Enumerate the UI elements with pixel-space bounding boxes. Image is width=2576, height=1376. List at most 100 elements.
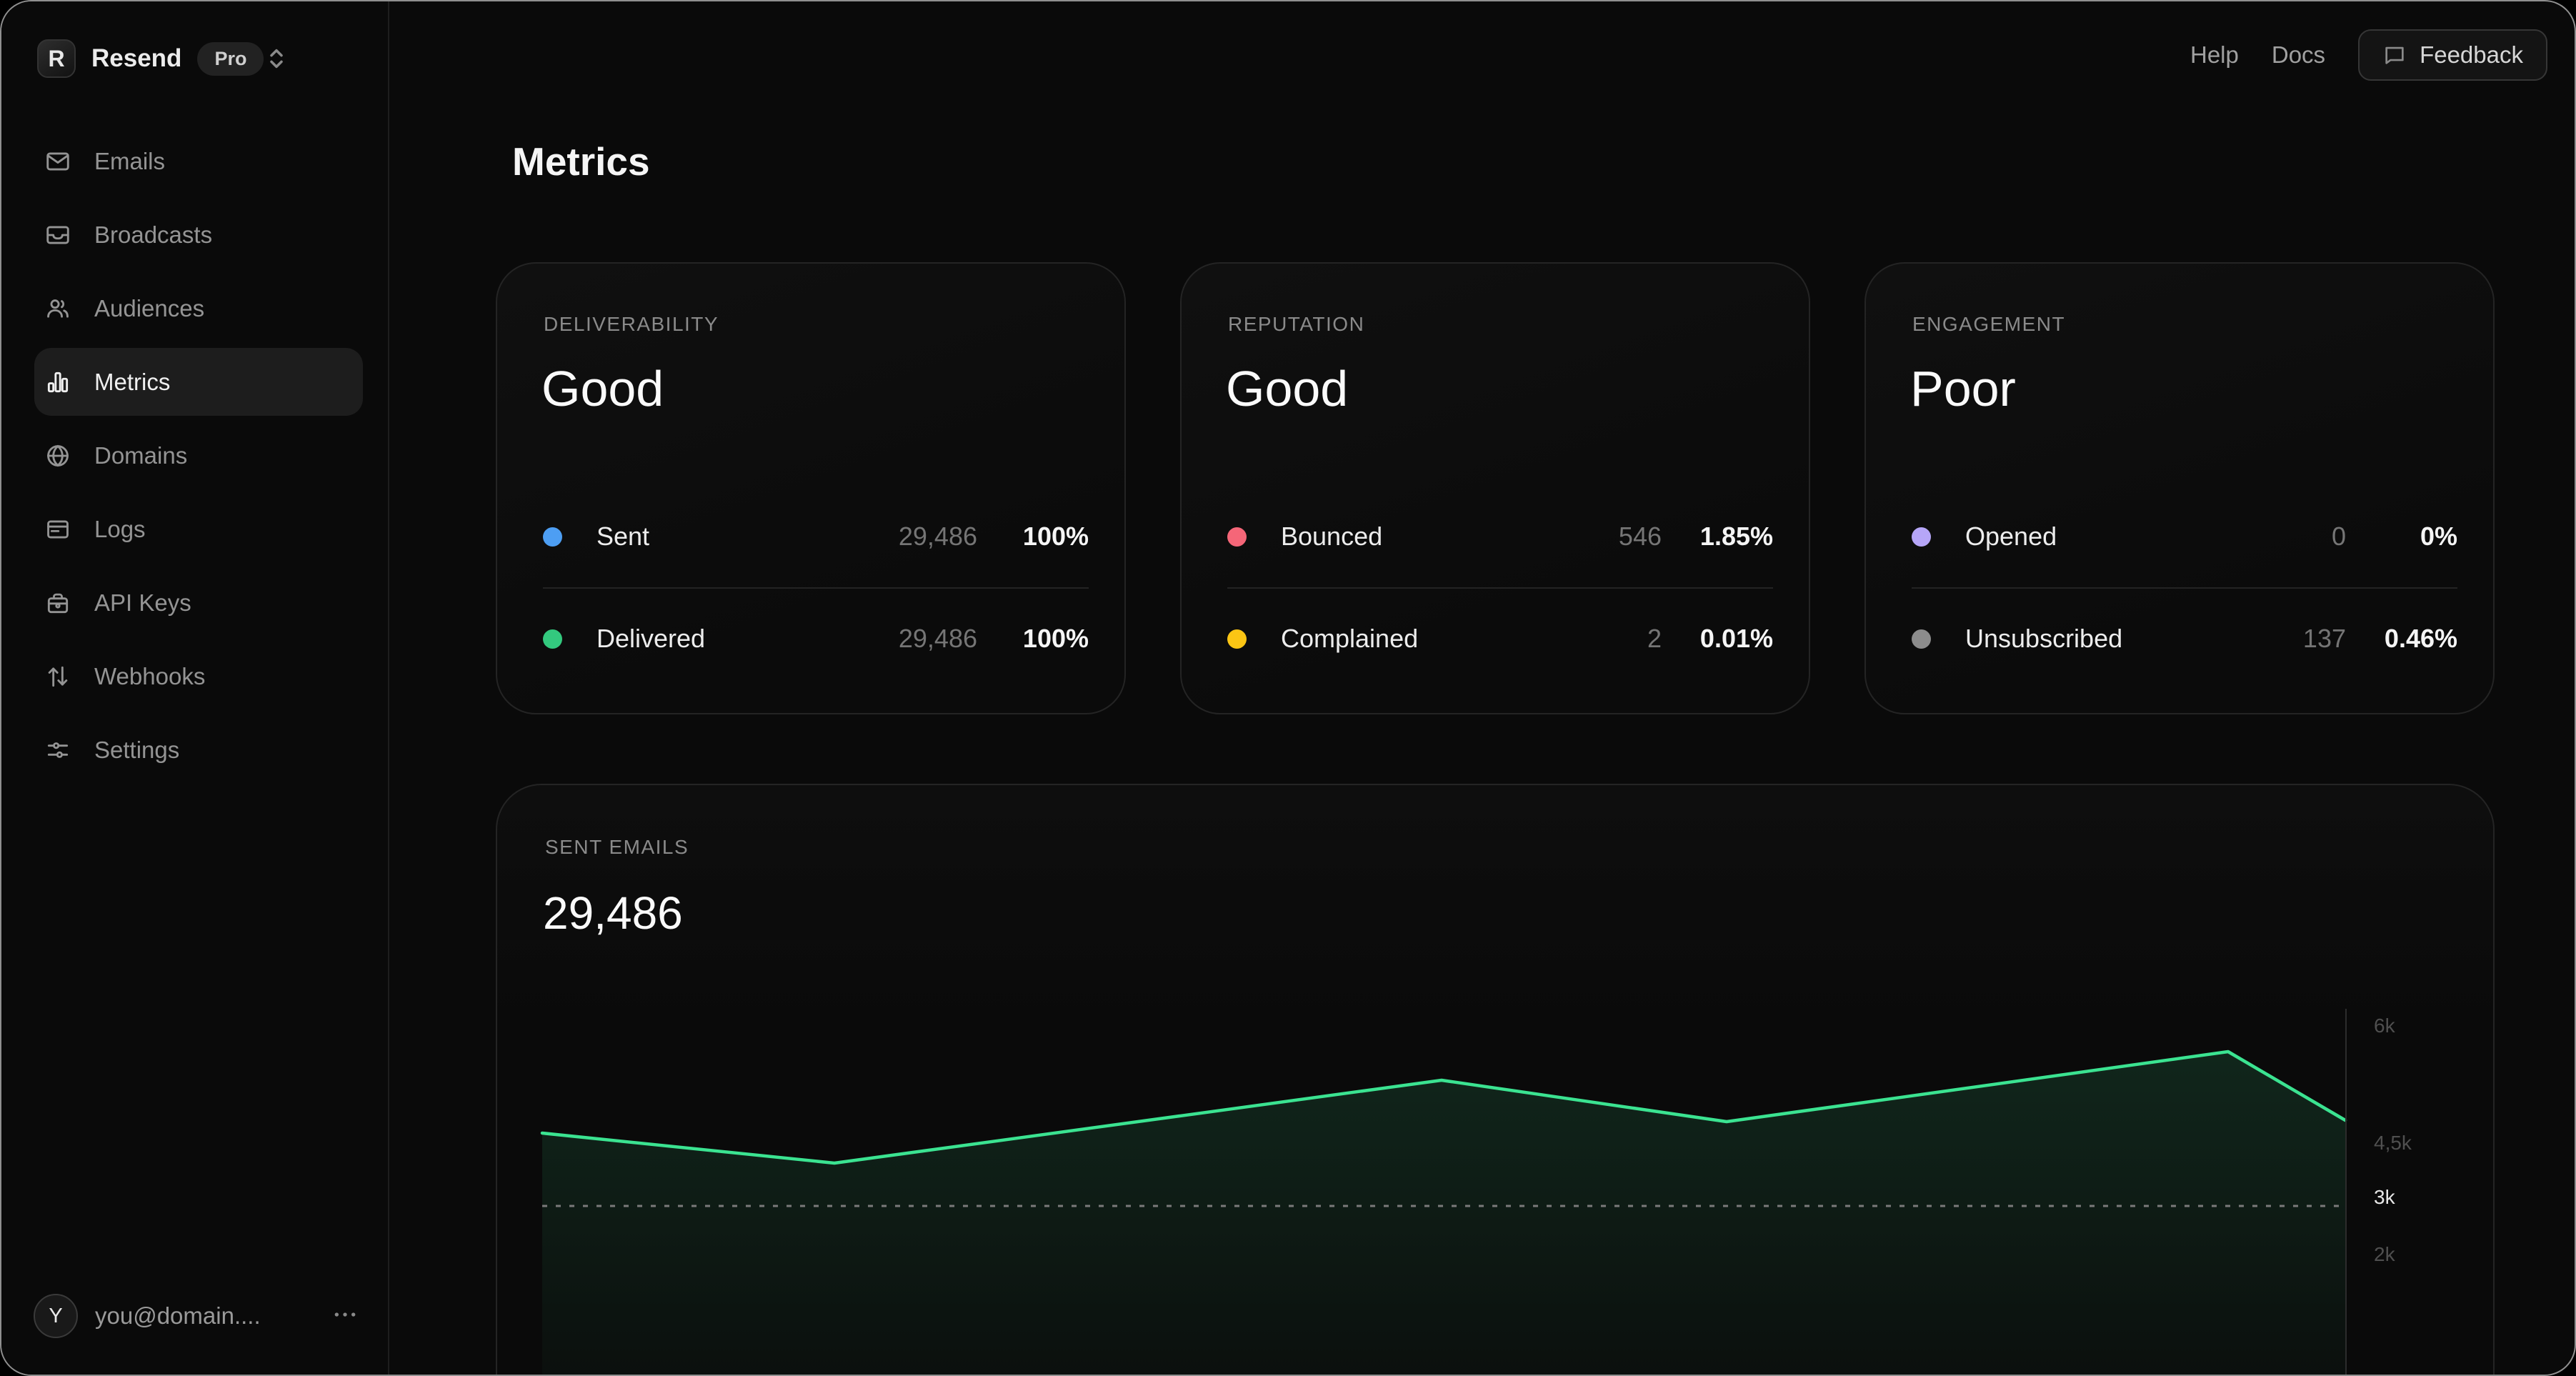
y-tick-label: 6k bbox=[2374, 1014, 2395, 1037]
user-email: you@domain.... bbox=[95, 1302, 261, 1329]
avatar: Y bbox=[34, 1294, 78, 1338]
card-status: Good bbox=[1226, 361, 1349, 417]
metric-percent: 100% bbox=[1022, 522, 1089, 551]
sidebar-item-domains[interactable]: Domains bbox=[34, 422, 363, 489]
people-icon bbox=[44, 295, 71, 322]
metric-row-complained: Complained 2 0.01% bbox=[1227, 617, 1773, 660]
sidebar-item-broadcasts[interactable]: Broadcasts bbox=[34, 201, 363, 269]
metric-percent: 0% bbox=[2420, 522, 2457, 551]
y-tick-label: 2k bbox=[2374, 1243, 2395, 1265]
metric-label: Unsubscribed bbox=[1965, 624, 2123, 653]
metric-label: Delivered bbox=[596, 624, 706, 653]
feedback-bubble-icon bbox=[2382, 43, 2407, 67]
metric-percent: 0.46% bbox=[2384, 624, 2457, 653]
sent-dot bbox=[543, 527, 562, 547]
sidebar-item-logs[interactable]: Logs bbox=[34, 495, 363, 563]
complained-dot bbox=[1227, 629, 1247, 649]
metric-row-sent: Sent 29,486 100% bbox=[543, 515, 1089, 558]
metric-value: 29,486 bbox=[898, 522, 977, 551]
ellipsis-icon[interactable] bbox=[331, 1300, 359, 1332]
chevron-updown-icon[interactable] bbox=[261, 44, 291, 77]
sidebar-item-webhooks[interactable]: Webhooks bbox=[34, 642, 363, 710]
key-lock-icon bbox=[44, 589, 71, 617]
user-menu[interactable]: Y you@domain.... bbox=[34, 1293, 359, 1339]
sidebar-item-label: Settings bbox=[94, 736, 180, 763]
metric-value: 0 bbox=[2331, 522, 2346, 551]
card-category: DELIVERABILITY bbox=[544, 313, 719, 335]
plan-badge: Pro bbox=[197, 41, 264, 76]
metric-value: 137 bbox=[2302, 624, 2346, 653]
engagement-card: ENGAGEMENT Poor Opened 0 0% Unsubscribed… bbox=[1864, 262, 2495, 714]
sidebar-item-audiences[interactable]: Audiences bbox=[34, 274, 363, 342]
main-content: Help Docs Feedback Metrics DELIVERABILIT… bbox=[391, 1, 2575, 1375]
metric-percent: 100% bbox=[1022, 624, 1089, 653]
metric-label: Bounced bbox=[1281, 522, 1383, 551]
sidebar-item-label: Audiences bbox=[94, 294, 205, 321]
envelope-icon bbox=[44, 148, 71, 175]
top-bar: Help Docs Feedback bbox=[2190, 29, 2547, 81]
card-category: ENGAGEMENT bbox=[1912, 313, 2066, 335]
feedback-button[interactable]: Feedback bbox=[2358, 29, 2547, 81]
workspace-switcher[interactable]: R Resend Pro bbox=[37, 39, 345, 79]
deliverability-card: DELIVERABILITY Good Sent 29,486 100% Del… bbox=[496, 262, 1126, 714]
sidebar-item-label: Broadcasts bbox=[94, 221, 213, 248]
sidebar-nav: Emails Broadcasts Audiences Metrics bbox=[1, 127, 388, 784]
y-tick-label: 3k bbox=[2374, 1186, 2395, 1208]
metric-row-delivered: Delivered 29,486 100% bbox=[543, 617, 1089, 660]
metric-row-bounced: Bounced 546 1.85% bbox=[1227, 515, 1773, 558]
reputation-card: REPUTATION Good Bounced 546 1.85% Compla… bbox=[1180, 262, 1810, 714]
bar-chart-icon bbox=[44, 369, 71, 396]
sent-emails-chart: 6k 4,5k 3k 2k bbox=[540, 1009, 2412, 1375]
sliders-icon bbox=[44, 737, 71, 764]
chart-total: 29,486 bbox=[543, 887, 683, 939]
metric-value: 29,486 bbox=[898, 624, 977, 653]
sidebar-item-label: Metrics bbox=[94, 368, 171, 395]
resend-logo: R bbox=[37, 39, 76, 78]
metric-percent: 0.01% bbox=[1699, 624, 1773, 653]
metric-value: 2 bbox=[1647, 624, 1662, 653]
metric-row-unsubscribed: Unsubscribed 137 0.46% bbox=[1912, 617, 2457, 660]
metric-percent: 1.85% bbox=[1699, 522, 1773, 551]
metric-value: 546 bbox=[1618, 522, 1662, 551]
sidebar-item-label: Logs bbox=[94, 515, 146, 542]
opened-dot bbox=[1912, 527, 1931, 547]
divider bbox=[1227, 587, 1773, 589]
sidebar-item-label: API Keys bbox=[94, 589, 191, 616]
logs-icon bbox=[44, 516, 71, 543]
card-status: Poor bbox=[1910, 361, 2016, 417]
sidebar-item-label: Webhooks bbox=[94, 662, 206, 689]
brand-name: Resend bbox=[91, 44, 182, 72]
docs-link[interactable]: Docs bbox=[2271, 41, 2326, 68]
metric-row-opened: Opened 0 0% bbox=[1912, 515, 2457, 558]
metric-label: Opened bbox=[1965, 522, 2057, 551]
sidebar-item-label: Domains bbox=[94, 442, 188, 469]
y-tick-label: 4,5k bbox=[2374, 1132, 2412, 1154]
delivered-dot bbox=[543, 629, 562, 649]
arrows-updown-icon bbox=[44, 663, 71, 690]
help-link[interactable]: Help bbox=[2190, 41, 2239, 68]
area-chart bbox=[540, 1050, 2347, 1375]
bounced-dot bbox=[1227, 527, 1247, 547]
globe-icon bbox=[44, 442, 71, 469]
feedback-label: Feedback bbox=[2420, 41, 2523, 68]
card-category: REPUTATION bbox=[1228, 313, 1365, 335]
divider bbox=[543, 587, 1089, 589]
sidebar-item-settings[interactable]: Settings bbox=[34, 716, 363, 784]
sidebar-item-emails[interactable]: Emails bbox=[34, 127, 363, 195]
card-status: Good bbox=[541, 361, 664, 417]
sidebar-item-label: Emails bbox=[94, 147, 166, 174]
sidebar-item-metrics[interactable]: Metrics bbox=[34, 348, 363, 416]
metric-label: Sent bbox=[596, 522, 650, 551]
stat-cards: DELIVERABILITY Good Sent 29,486 100% Del… bbox=[496, 262, 2495, 714]
y-axis-line bbox=[2345, 1009, 2347, 1375]
metric-label: Complained bbox=[1281, 624, 1419, 653]
sidebar-item-api-keys[interactable]: API Keys bbox=[34, 569, 363, 637]
page-title: Metrics bbox=[512, 139, 650, 184]
chart-title: SENT EMAILS bbox=[545, 836, 689, 858]
sidebar: R Resend Pro Emails Broadcasts bbox=[1, 1, 389, 1375]
broadcast-icon bbox=[44, 221, 71, 249]
sent-emails-card: SENT EMAILS 29,486 6k 4,5k 3k 2k bbox=[496, 784, 2495, 1375]
divider bbox=[1912, 587, 2457, 589]
unsubscribed-dot bbox=[1912, 629, 1931, 649]
